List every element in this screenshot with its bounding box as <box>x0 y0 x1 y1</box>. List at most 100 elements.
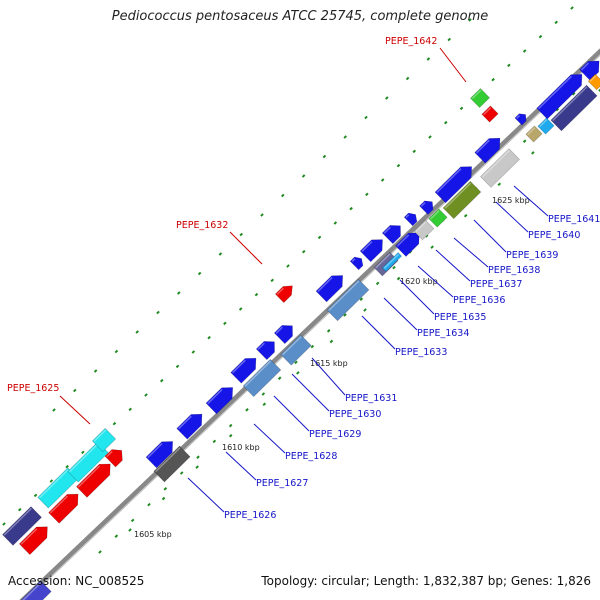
gene-label-pepe-1634[interactable]: PEPE_1634 <box>417 328 469 339</box>
gene-blue-edge[interactable] <box>20 580 52 600</box>
gene-label-pepe-1627[interactable]: PEPE_1627 <box>256 478 308 489</box>
gene-1642-red[interactable] <box>481 105 499 123</box>
gene-1636[interactable] <box>373 251 399 277</box>
scale-dot-far <box>281 193 285 198</box>
scale-dot-inner <box>98 550 102 554</box>
gene-1641[interactable] <box>474 133 505 164</box>
scale-dot-inner <box>114 534 119 538</box>
gene-1645-navy[interactable] <box>550 84 598 132</box>
gene-1642-green[interactable] <box>470 88 490 108</box>
gene-label-pepe-1640[interactable]: PEPE_1640 <box>528 230 580 241</box>
gene-label-pepe-1641[interactable]: PEPE_1641 <box>548 214 600 225</box>
gene-1628-shape <box>176 413 203 440</box>
gene-red-a-highlight <box>20 528 38 545</box>
gene-1645-navy-shape <box>550 84 598 132</box>
gene-1639-shape <box>419 200 434 215</box>
gene-1638-silver[interactable] <box>413 219 435 241</box>
gene-blue-edge-shape <box>20 580 52 600</box>
gene-1637b[interactable] <box>395 228 424 257</box>
gene-1635-shape <box>359 239 383 263</box>
gene-1638-shape <box>403 212 418 227</box>
gene-1636-highlight <box>375 253 391 269</box>
gene-label-pepe-1639[interactable]: PEPE_1639 <box>506 250 558 261</box>
scale-dot-far <box>322 154 327 159</box>
gene-red-b[interactable] <box>48 489 84 524</box>
map-title: Pediococcus pentosaceus ATCC 25745, comp… <box>111 9 489 24</box>
gene-1633-steel[interactable] <box>326 278 370 322</box>
gene-label-pepe-1633[interactable]: PEPE_1633 <box>395 347 447 358</box>
gene-1635[interactable] <box>359 234 388 263</box>
leader-line-15 <box>495 201 529 233</box>
scale-dot-outer <box>507 63 511 68</box>
genome-summary-text: Topology: circular; Length: 1,832,387 bp… <box>261 574 591 588</box>
gene-label-pepe-1628[interactable]: PEPE_1628 <box>285 451 337 462</box>
gene-red-c-shape <box>76 463 111 498</box>
gene-1629[interactable] <box>205 382 238 415</box>
gene-1627-gray[interactable] <box>153 445 191 483</box>
gene-1637[interactable] <box>381 220 405 245</box>
gene-cyan-b[interactable] <box>67 441 109 483</box>
gene-1639[interactable] <box>419 198 437 215</box>
gene-1632[interactable] <box>274 281 296 304</box>
gene-label-pepe-1638[interactable]: PEPE_1638 <box>488 265 540 276</box>
gene-1638[interactable] <box>403 210 420 227</box>
genome-backbone-shadow <box>26 54 600 600</box>
gene-1631-steel[interactable] <box>280 334 312 366</box>
gene-red-b-highlight <box>49 495 69 514</box>
scale-dot-inner <box>261 392 266 396</box>
gene-1643[interactable] <box>514 111 529 126</box>
gene-navy-a[interactable] <box>2 506 42 546</box>
gene-label-pepe-1626[interactable]: PEPE_1626 <box>224 510 276 521</box>
leader-line-0 <box>59 395 91 425</box>
scale-dot-inner <box>571 92 576 96</box>
scale-dot-inner <box>294 360 298 365</box>
gene-label-pepe-1625[interactable]: PEPE_1625 <box>7 383 59 394</box>
gene-1639-green[interactable] <box>428 208 448 228</box>
gene-1636-stripe[interactable] <box>381 252 403 272</box>
gene-1628[interactable] <box>176 409 207 440</box>
gene-label-pepe-1642[interactable]: PEPE_1642 <box>385 36 437 47</box>
scale-dot-inner <box>163 487 168 491</box>
leader-line-5 <box>291 373 330 412</box>
scale-dot-outer <box>254 292 259 297</box>
gene-1640[interactable] <box>434 161 477 204</box>
gene-1641-silver-shape <box>480 148 520 188</box>
scale-dot-outer <box>238 307 243 311</box>
gene-label-pepe-1637[interactable]: PEPE_1637 <box>470 279 522 290</box>
gene-1634[interactable] <box>349 254 366 271</box>
gene-1631b[interactable] <box>273 320 297 345</box>
gene-1632-shape <box>274 285 293 304</box>
gene-red-c[interactable] <box>76 459 115 498</box>
gene-1630[interactable] <box>230 353 261 384</box>
scale-dot-outer <box>317 235 322 240</box>
gene-1633[interactable] <box>315 270 348 303</box>
gene-sky[interactable] <box>537 117 555 135</box>
gene-1641-silver[interactable] <box>480 148 520 188</box>
gene-1631[interactable] <box>255 336 279 361</box>
gene-cyan-c[interactable] <box>91 427 117 453</box>
gene-1640-olive[interactable] <box>442 180 482 220</box>
gene-tan-highlight <box>527 127 536 136</box>
gene-label-pepe-1631[interactable]: PEPE_1631 <box>345 393 397 404</box>
scale-dot-far <box>197 271 202 276</box>
gene-1626[interactable] <box>145 436 178 469</box>
gene-1630-steel[interactable] <box>242 358 282 398</box>
gene-label-pepe-1630[interactable]: PEPE_1630 <box>329 409 381 420</box>
gene-1639-green-shape <box>428 208 448 228</box>
scale-dot-outer <box>412 149 416 154</box>
gene-1640-shape <box>434 166 473 204</box>
gene-cyan-b-highlight <box>69 443 99 473</box>
gene-tan[interactable] <box>525 125 543 143</box>
gene-1641-silver-highlight <box>481 149 510 178</box>
scale-dot-inner <box>522 139 527 143</box>
gene-1632-highlight <box>276 287 284 295</box>
gene-1644[interactable] <box>536 69 587 120</box>
gene-red-d[interactable] <box>104 445 127 468</box>
gene-label-pepe-1635[interactable]: PEPE_1635 <box>434 312 486 323</box>
gene-navy-a-highlight <box>3 507 32 536</box>
gene-red-a[interactable] <box>18 521 52 555</box>
gene-label-pepe-1629[interactable]: PEPE_1629 <box>309 429 361 440</box>
gene-label-pepe-1636[interactable]: PEPE_1636 <box>453 295 505 306</box>
gene-label-pepe-1632[interactable]: PEPE_1632 <box>176 220 228 231</box>
